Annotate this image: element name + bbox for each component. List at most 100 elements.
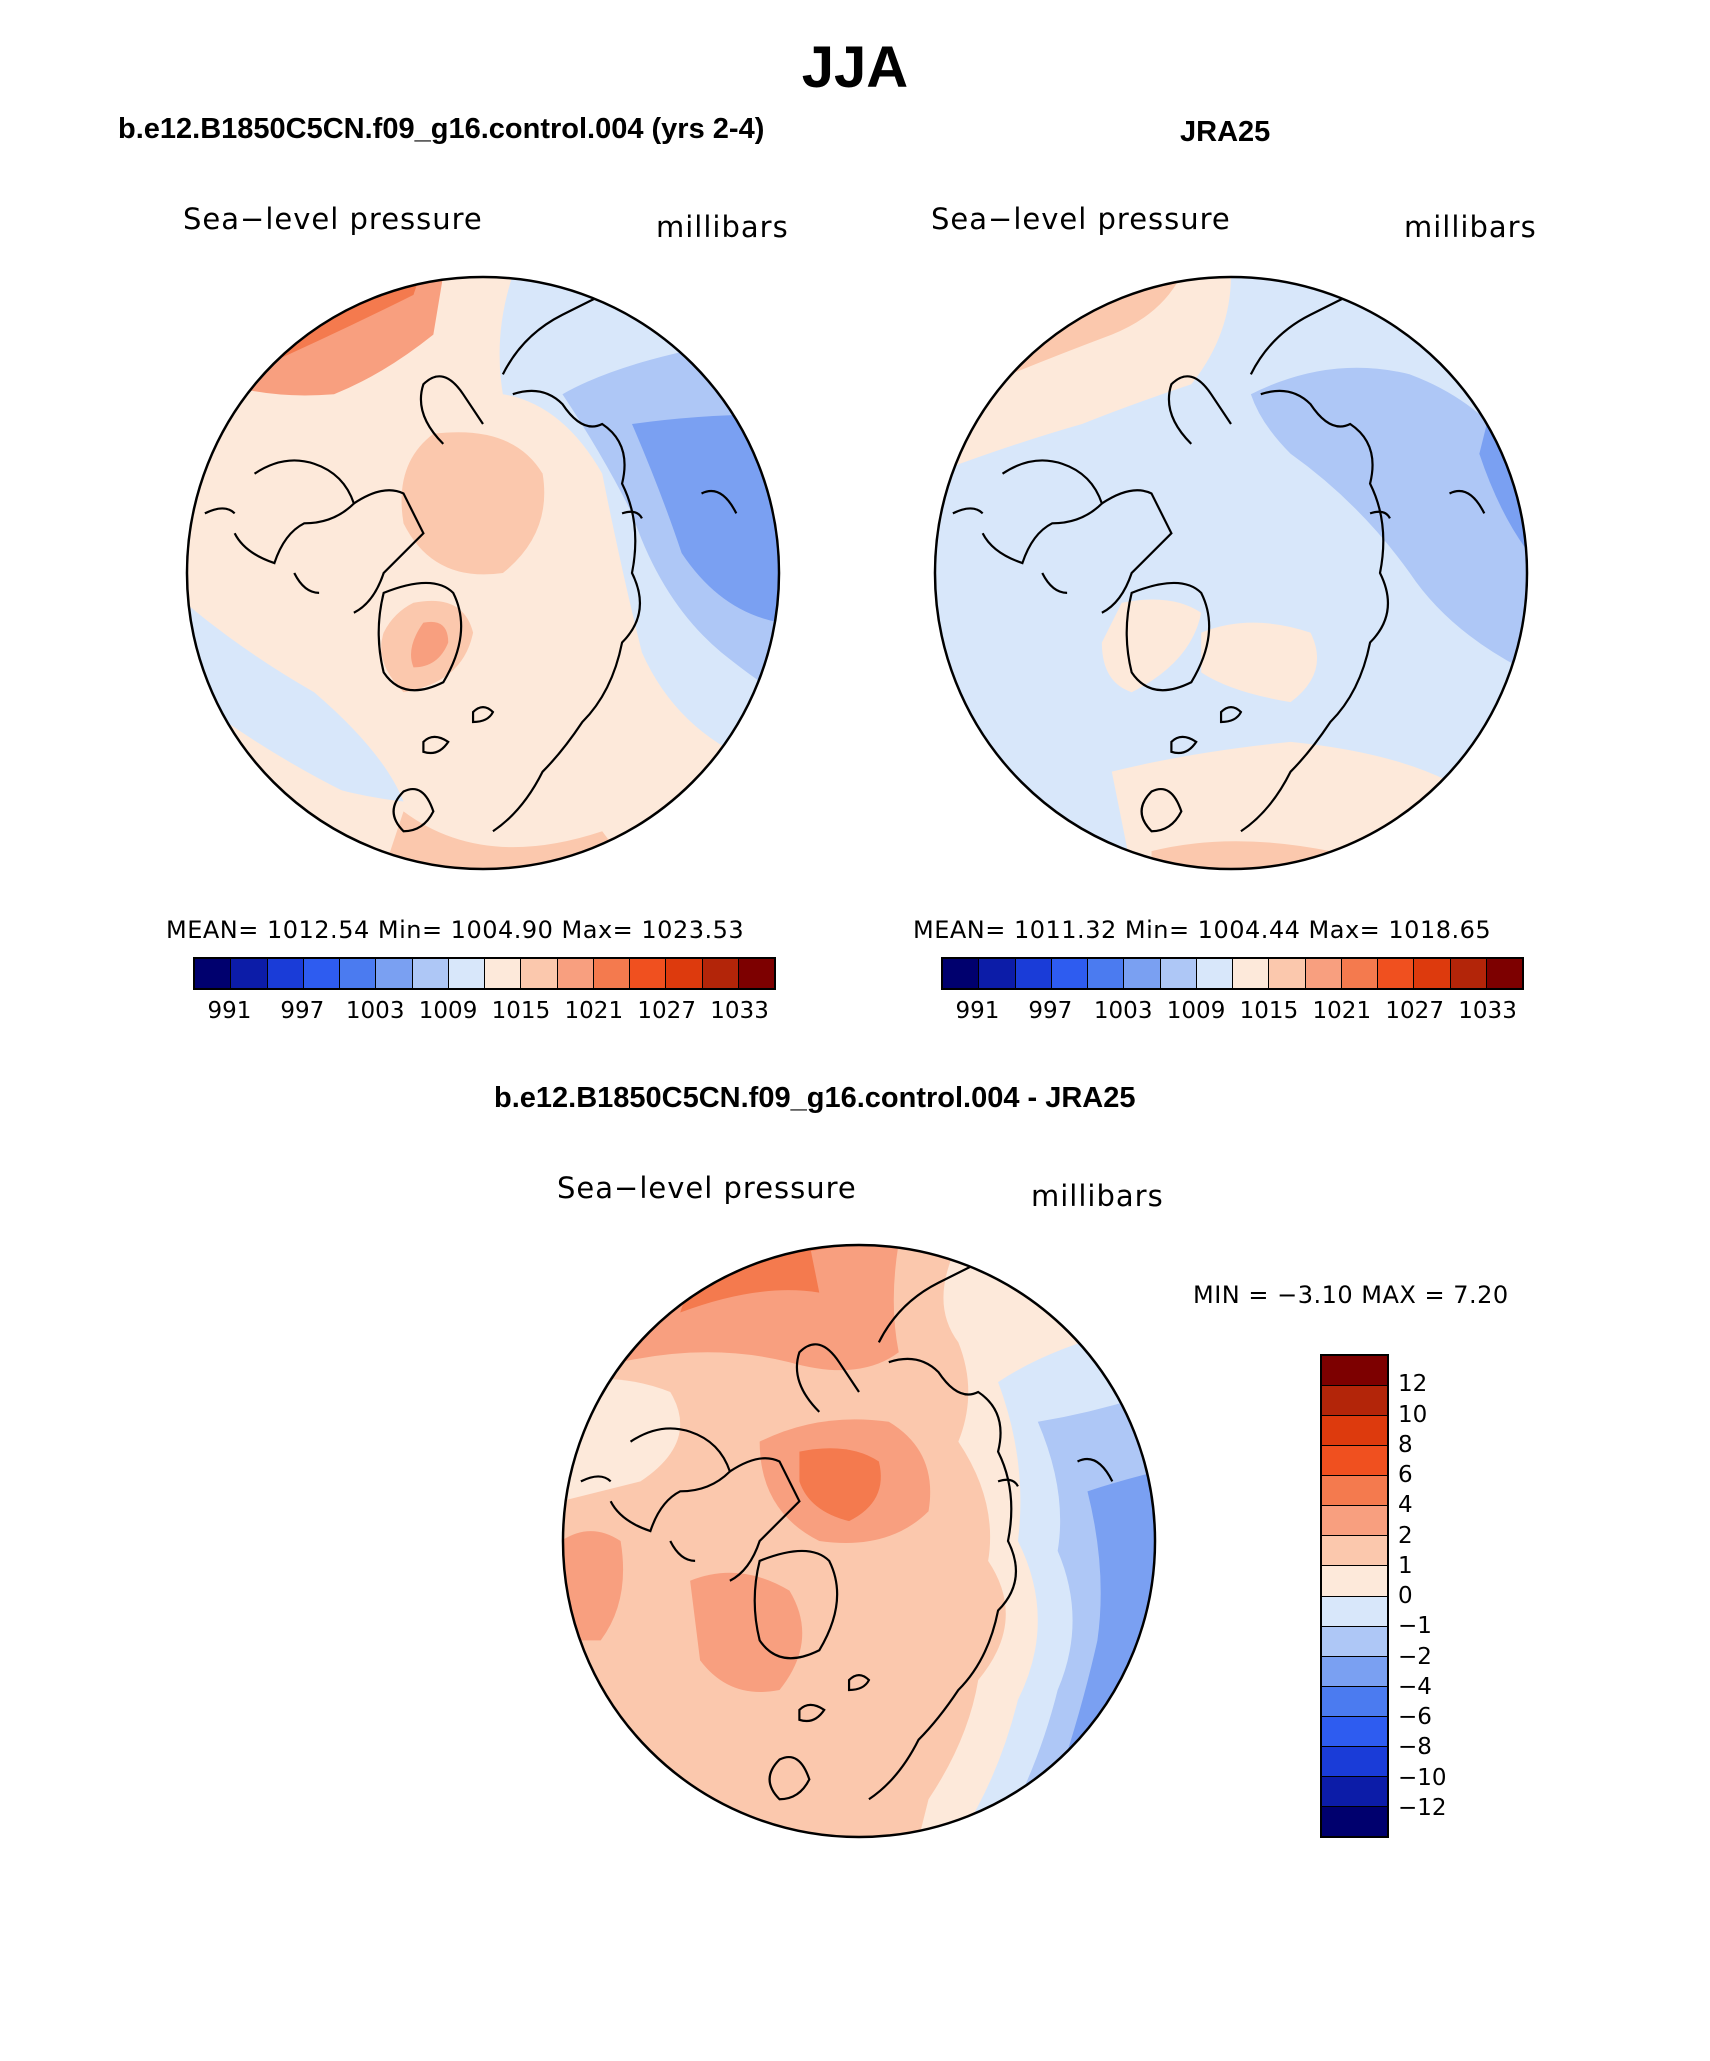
diff-colorbar-box-9 xyxy=(1322,1626,1387,1657)
diff-colorbar-box-0 xyxy=(1322,1356,1387,1387)
diff-colorbar-box-11 xyxy=(1322,1686,1387,1717)
obs-colorbar-box-2 xyxy=(1015,959,1052,988)
diff-colorbar-box-12 xyxy=(1322,1716,1387,1747)
obs-colorbar-box-5 xyxy=(1124,959,1161,988)
obs-colorbar-box-6 xyxy=(1160,959,1197,988)
diff-colorbar-box-1 xyxy=(1322,1386,1387,1417)
diff-map-border xyxy=(561,1243,1157,1839)
obs-stats: MEAN= 1011.32 Min= 1004.44 Max= 1018.65 xyxy=(913,916,1492,944)
diff-colorbar-box-13 xyxy=(1322,1746,1387,1777)
diff-colorbar-box-5 xyxy=(1322,1506,1387,1537)
model-colorbar-tick: 997 xyxy=(280,998,325,1024)
obs-colorbar-box-4 xyxy=(1088,959,1125,988)
diff-colorbar-tick: −8 xyxy=(1398,1734,1432,1761)
model-colorbar-box-7 xyxy=(448,959,485,988)
model-field-greenland-core xyxy=(411,621,449,668)
model-colorbar-box-5 xyxy=(376,959,413,988)
obs-colorbar xyxy=(941,957,1524,990)
diff-colorbar-box-10 xyxy=(1322,1656,1387,1687)
diff-coastlines xyxy=(580,1261,1114,1801)
model-colorbar-box-3 xyxy=(303,959,340,988)
model-coastlines xyxy=(204,293,738,833)
diff-stats: MIN = −3.10 MAX = 7.20 xyxy=(1193,1281,1509,1309)
diff-colorbar-tick: 0 xyxy=(1398,1583,1413,1609)
obs-colorbar-box-7 xyxy=(1196,959,1233,988)
obs-field-scandinavia xyxy=(1201,622,1318,703)
model-colorbar-box-15 xyxy=(738,959,774,988)
obs-polar-map xyxy=(933,275,1529,871)
model-colorbar-box-10 xyxy=(557,959,594,988)
obs-coastlines xyxy=(952,293,1486,833)
diff-colorbar-tick: 6 xyxy=(1398,1462,1413,1488)
diff-polar-map xyxy=(561,1243,1157,1839)
diff-colorbar-box-14 xyxy=(1322,1776,1387,1807)
model-colorbar-box-6 xyxy=(412,959,449,988)
model-colorbar-box-2 xyxy=(267,959,304,988)
page-title: JJA xyxy=(801,35,909,100)
diff-colorbar-ticks: 12 10 8 6 4 2 1 0 −1 −2 −4 −6 −8 −10 −12 xyxy=(1398,1354,1478,1838)
model-field-atlantic-low xyxy=(186,602,404,802)
model-field-arctic-high xyxy=(401,432,545,575)
model-colorbar-tick: 1027 xyxy=(637,998,696,1024)
model-colorbar-box-13 xyxy=(666,959,703,988)
diff-colorbar-tick: 2 xyxy=(1398,1522,1413,1549)
model-colorbar-tick: 1009 xyxy=(418,998,478,1024)
diff-variable-label: Sea−level pressure xyxy=(557,1171,857,1205)
diff-colorbar-box-6 xyxy=(1322,1536,1387,1567)
model-stats: MEAN= 1012.54 Min= 1004.90 Max= 1023.53 xyxy=(166,916,745,944)
diff-panel-title: b.e12.B1850C5CN.f09_g16.control.004 - JR… xyxy=(494,1082,1136,1114)
model-colorbar-tick: 1033 xyxy=(710,998,769,1024)
obs-colorbar-box-13 xyxy=(1414,959,1451,988)
model-colorbar-tick: 1021 xyxy=(564,998,624,1024)
obs-colorbar-tick: 1027 xyxy=(1385,998,1444,1024)
diff-colorbar-tick: 1 xyxy=(1398,1552,1413,1579)
obs-colorbar-ticks: 991 997 1003 1009 1015 1021 1027 1033 xyxy=(941,998,1524,1028)
obs-colorbar-tick: 1009 xyxy=(1166,998,1226,1024)
diff-colorbar-box-8 xyxy=(1322,1596,1387,1627)
obs-field-pacific xyxy=(934,276,1231,474)
obs-field-asia-low xyxy=(1250,367,1528,673)
diff-colorbar-box-4 xyxy=(1322,1476,1387,1507)
obs-colorbar-tick: 1015 xyxy=(1239,998,1299,1024)
model-field-low-siberia xyxy=(632,414,780,623)
diff-colorbar-tick: −12 xyxy=(1398,1794,1447,1821)
model-polar-map xyxy=(185,275,781,871)
diff-colorbar-tick: −6 xyxy=(1398,1704,1432,1730)
diff-colorbar-box-2 xyxy=(1322,1416,1387,1447)
model-colorbar-box-8 xyxy=(485,959,522,988)
model-colorbar-box-1 xyxy=(231,959,268,988)
model-colorbar-box-11 xyxy=(593,959,630,988)
model-units-label: millibars xyxy=(656,210,789,244)
model-colorbar-box-12 xyxy=(630,959,667,988)
diff-colorbar-box-7 xyxy=(1322,1566,1387,1597)
diff-colorbar xyxy=(1320,1354,1389,1838)
diff-units-label: millibars xyxy=(1031,1179,1164,1213)
diff-colorbar-tick: 12 xyxy=(1398,1371,1428,1398)
diff-colorbar-tick: 4 xyxy=(1398,1492,1413,1519)
obs-colorbar-tick: 1021 xyxy=(1312,998,1372,1024)
model-colorbar-tick: 991 xyxy=(207,998,252,1024)
obs-variable-label: Sea−level pressure xyxy=(931,202,1231,236)
obs-map-border xyxy=(933,275,1529,871)
diff-colorbar-tick: 8 xyxy=(1398,1431,1413,1458)
diff-colorbar-tick: −1 xyxy=(1398,1613,1432,1640)
obs-colorbar-tick: 1033 xyxy=(1458,998,1517,1024)
diff-colorbar-tick: 10 xyxy=(1398,1401,1428,1428)
obs-colorbar-box-0 xyxy=(943,959,980,988)
diff-field-arctic-core xyxy=(799,1448,881,1522)
model-panel-title: b.e12.B1850C5CN.f09_g16.control.004 (yrs… xyxy=(118,113,765,145)
obs-colorbar-box-12 xyxy=(1378,959,1415,988)
model-colorbar xyxy=(193,957,776,990)
obs-colorbar-box-15 xyxy=(1486,959,1522,988)
obs-colorbar-box-10 xyxy=(1305,959,1342,988)
diff-colorbar-tick: −10 xyxy=(1398,1764,1447,1791)
obs-colorbar-box-9 xyxy=(1269,959,1306,988)
diff-colorbar-box-3 xyxy=(1322,1446,1387,1477)
diff-field-greenland xyxy=(690,1572,803,1692)
obs-panel-title: JRA25 xyxy=(1180,116,1271,148)
obs-colorbar-tick: 991 xyxy=(955,998,1000,1024)
obs-colorbar-box-11 xyxy=(1341,959,1378,988)
model-variable-label: Sea−level pressure xyxy=(183,202,483,236)
obs-colorbar-tick: 1003 xyxy=(1093,998,1153,1024)
obs-units-label: millibars xyxy=(1404,210,1537,244)
